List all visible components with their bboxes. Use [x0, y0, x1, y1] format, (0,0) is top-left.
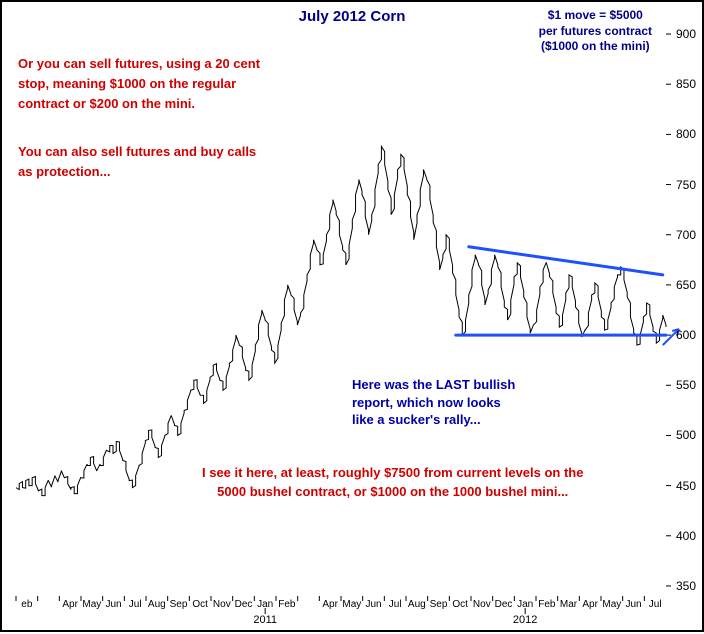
x-tick-label: May [342, 599, 361, 610]
x-tick-label: Oct [452, 599, 468, 610]
x-tick-label: Jun [105, 599, 121, 610]
x-tick-label: Aug [148, 599, 166, 610]
x-year-label: 2012 [513, 614, 537, 626]
y-tick-label: 450 [676, 479, 696, 493]
x-tick-label: Nov [473, 599, 491, 610]
y-tick-label: 750 [676, 178, 696, 192]
x-tick-label: Sep [170, 599, 188, 610]
x-tick-label: Jul [389, 599, 402, 610]
x-tick-label: May [82, 599, 101, 610]
chart-container: July 2012 Corn $1 move = $5000per future… [0, 0, 704, 632]
y-tick-label: 350 [676, 579, 696, 593]
x-tick-label: Dec [235, 599, 253, 610]
x-tick-label: Nov [213, 599, 231, 610]
annotation-sell-futures-buy-calls: You can also sell futures and buy callsa… [18, 142, 256, 182]
x-tick-label: Jun [365, 599, 381, 610]
annotation-last-bullish-report: Here was the LAST bullishreport, which n… [352, 376, 515, 429]
x-tick-label: Mar [560, 599, 577, 610]
x-tick-label: Dec [495, 599, 513, 610]
x-tick-label: Jun [625, 599, 641, 610]
x-tick-label: Apr [582, 599, 598, 610]
x-tick-label: Jan [517, 599, 533, 610]
y-tick-label: 500 [676, 428, 696, 442]
y-tick-label: 600 [676, 328, 696, 342]
y-tick-label: 550 [676, 378, 696, 392]
x-tick-label: Aug [408, 599, 426, 610]
x-tick-label: Feb [278, 599, 295, 610]
x-tick-label: Sep [430, 599, 448, 610]
annotation-sell-futures-stop: Or you can sell futures, using a 20 cent… [18, 54, 260, 114]
x-tick-label: Apr [62, 599, 78, 610]
x-year-label: 2011 [253, 614, 277, 626]
y-tick-label: 400 [676, 529, 696, 543]
y-tick-label: 700 [676, 228, 696, 242]
y-tick-label: 850 [676, 77, 696, 91]
y-tick-label: 650 [676, 278, 696, 292]
x-tick-label: Apr [322, 599, 338, 610]
x-tick-label: May [602, 599, 621, 610]
x-tick-label: Jul [649, 599, 662, 610]
x-tick-label: Jul [129, 599, 142, 610]
annotation-target-levels: I see it here, at least, roughly $7500 f… [202, 464, 583, 502]
y-tick-label: 800 [676, 127, 696, 141]
x-tick-label: eb [21, 599, 32, 610]
y-tick-label: 900 [676, 27, 696, 41]
x-tick-label: Oct [192, 599, 208, 610]
x-tick-label: Feb [538, 599, 555, 610]
x-tick-label: Jan [257, 599, 273, 610]
